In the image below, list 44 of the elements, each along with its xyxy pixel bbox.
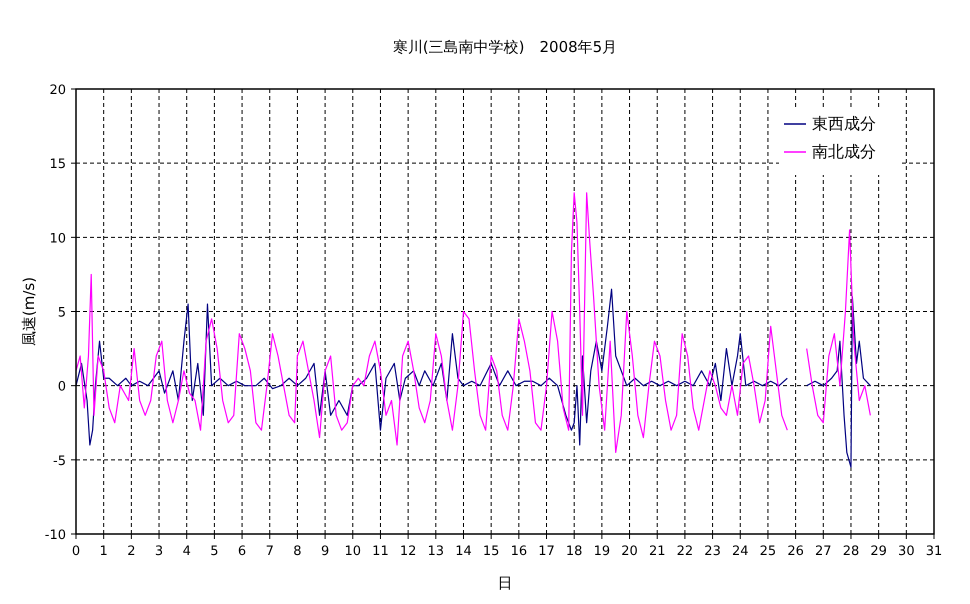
x-tick-label: 7 bbox=[266, 544, 274, 559]
x-tick-label: 25 bbox=[760, 544, 776, 559]
x-tick-label: 3 bbox=[154, 544, 164, 559]
x-tick-label: 2 bbox=[127, 544, 136, 559]
x-tick-label: 6 bbox=[238, 544, 246, 559]
x-tick-label: 0 bbox=[72, 544, 80, 559]
x-tick-label: 21 bbox=[648, 544, 666, 559]
legend-label: 南北成分 bbox=[812, 142, 876, 161]
x-tick-label: 18 bbox=[566, 544, 582, 559]
x-tick-label: 20 bbox=[621, 544, 638, 559]
x-tick-label: 13 bbox=[428, 544, 444, 559]
y-tick-label: 20 bbox=[49, 83, 66, 98]
x-tick-label: 27 bbox=[815, 544, 832, 559]
x-tick-label: 9 bbox=[320, 544, 330, 559]
x-axis-title: 日 bbox=[498, 574, 512, 592]
y-tick-label: -10 bbox=[44, 528, 66, 543]
x-tick-label: 31 bbox=[926, 544, 942, 559]
x-tick-label: 4 bbox=[182, 544, 191, 559]
x-tick-label: 26 bbox=[787, 544, 804, 559]
y-tick-label: 5 bbox=[58, 306, 66, 320]
x-tick-label: 19 bbox=[594, 544, 610, 559]
x-tick-label: 1 bbox=[100, 544, 108, 559]
y-axis-title: 風速(m/s) bbox=[20, 276, 38, 346]
x-tick-label: 22 bbox=[676, 544, 694, 559]
y-tick-label: -5 bbox=[53, 454, 66, 469]
x-tick-label: 28 bbox=[842, 544, 860, 559]
chart-title: 寒川(三島南中学校) 2008年5月 bbox=[392, 38, 618, 56]
x-tick-label: 12 bbox=[400, 544, 416, 559]
x-tick-label: 5 bbox=[210, 544, 219, 559]
x-tick-label: 24 bbox=[732, 544, 749, 559]
x-tick-label: 17 bbox=[538, 544, 555, 559]
x-tick-label: 14 bbox=[455, 544, 472, 559]
x-tick-label: 30 bbox=[898, 544, 915, 559]
x-tick-label: 15 bbox=[482, 544, 500, 559]
legend-label: 東西成分 bbox=[812, 114, 876, 133]
y-tick-label: 0 bbox=[58, 380, 66, 395]
x-tick-label: 29 bbox=[870, 544, 887, 559]
y-tick-label: 10 bbox=[49, 231, 66, 246]
x-tick-label: 8 bbox=[293, 544, 302, 559]
x-tick-label: 23 bbox=[704, 544, 721, 559]
x-tick-label: 16 bbox=[510, 544, 528, 559]
x-tick-label: 10 bbox=[344, 544, 362, 559]
y-tick-label: 15 bbox=[49, 157, 66, 172]
x-tick-label: 11 bbox=[372, 544, 389, 559]
